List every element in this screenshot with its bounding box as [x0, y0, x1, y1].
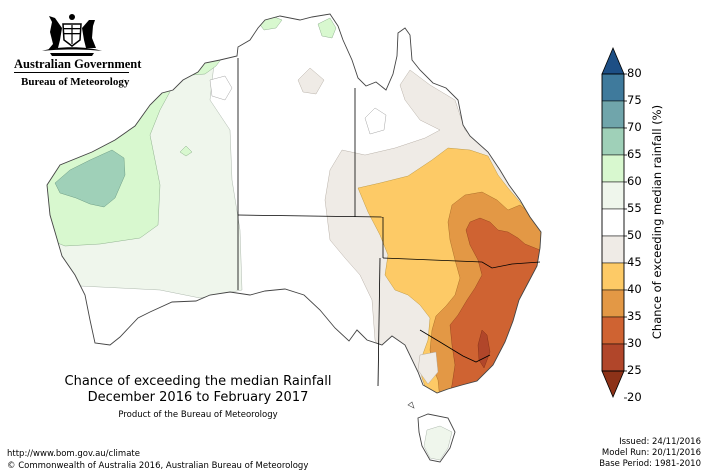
colorbar-segment-60_65	[601, 127, 625, 156]
zone-20-25	[477, 329, 491, 369]
product-credit: Product of the Bureau of Meteorology	[118, 410, 278, 420]
colorbar	[601, 46, 627, 399]
colorbar-tick-label: 20	[627, 390, 642, 404]
colorbar-tick-label: 50	[627, 228, 642, 242]
colorbar-segment-40_45	[601, 235, 625, 264]
colorbar-arrow-bottom	[601, 370, 625, 399]
colorbar-tick-label: 60	[627, 174, 642, 188]
colorbar-segment-45_50	[601, 208, 625, 237]
footer-url: http://www.bom.gov.au/climate	[7, 449, 140, 459]
logo-divider	[14, 72, 129, 73]
colorbar-arrow-top	[601, 46, 625, 75]
colorbar-tick-label: 25	[627, 363, 642, 377]
colorbar-tick-label: 35	[627, 309, 642, 323]
colorbar-tick-label: 75	[627, 93, 642, 107]
map-title-line2: December 2016 to February 2017	[87, 390, 309, 405]
colorbar-tick-label: 80	[627, 66, 642, 80]
base-period: Base Period: 1981-2010	[599, 459, 701, 469]
colorbar-segment-55_60	[601, 154, 625, 183]
logo-bureau-text: Bureau of Meteorology	[21, 76, 130, 88]
zone-60-65	[54, 149, 126, 208]
model-run-date: Model Run: 20/11/2016	[601, 448, 701, 458]
colorbar-title: Chance of exceeding median rainfall (%)	[650, 104, 664, 340]
colorbar-segment-35_40	[601, 262, 625, 291]
colorbar-tick-label: 30	[627, 336, 642, 350]
state-borders	[237, 58, 541, 387]
colorbar-segment-50_55	[601, 181, 625, 210]
issue-info: Issued: 24/11/2016 Model Run: 20/11/2016…	[599, 437, 701, 470]
colorbar-segment-30_35	[601, 289, 625, 318]
coat-of-arms-logo	[42, 14, 102, 56]
map-title-line1: Chance of exceeding the median Rainfall	[64, 374, 332, 389]
tasmania	[407, 401, 456, 463]
colorbar-tick-label: 70	[627, 120, 642, 134]
issued-date: Issued: 24/11/2016	[619, 437, 701, 447]
colorbar-segment-65_70	[601, 100, 625, 129]
map-title: Chance of exceeding the median Rainfall …	[40, 374, 356, 406]
footer-copyright: © Commonwealth of Australia 2016, Austra…	[7, 461, 309, 471]
colorbar-segment-25_30	[601, 316, 625, 345]
colorbar-tick-label: 65	[627, 147, 642, 161]
colorbar-tick-label: 40	[627, 282, 642, 296]
colorbar-border	[601, 73, 625, 372]
colorbar-segment-70_75	[601, 73, 625, 102]
logo-government-text: Australian Government	[14, 57, 142, 71]
colorbar-tick-label: 45	[627, 255, 642, 269]
colorbar-tick-label: 55	[627, 201, 642, 215]
colorbar-segment-20_25	[601, 343, 625, 372]
